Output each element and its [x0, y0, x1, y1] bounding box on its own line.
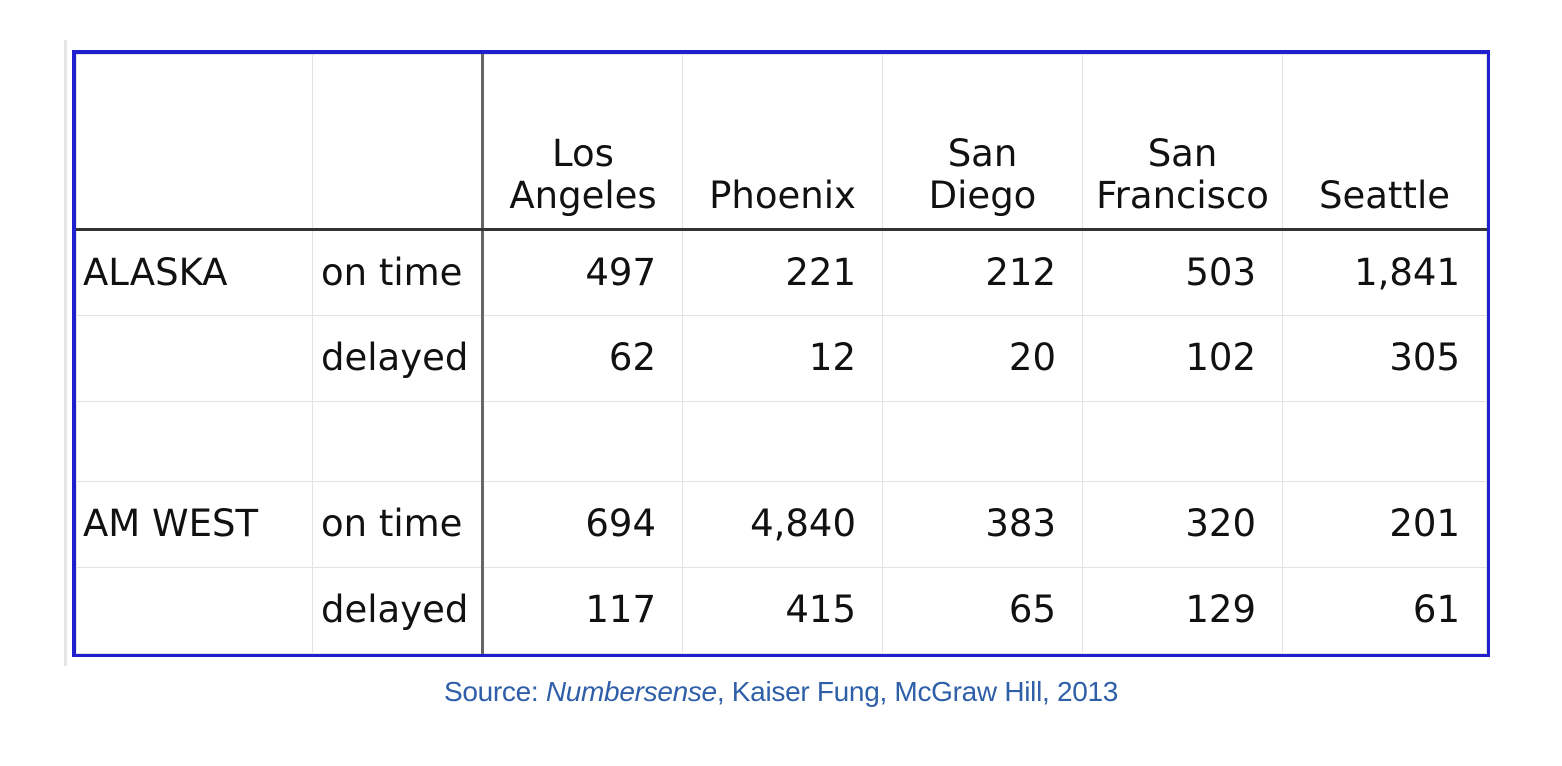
value-cell	[1282, 401, 1487, 482]
value-cell	[682, 401, 883, 482]
status-cell: delayed	[312, 567, 484, 654]
column-header-line: San	[947, 131, 1018, 175]
status-cell	[312, 401, 484, 482]
header-blank-airline	[76, 54, 313, 231]
column-header-line: Diego	[928, 174, 1037, 218]
column-header-los-angeles: Los Angeles	[482, 54, 683, 231]
value-cell: 212	[882, 229, 1083, 316]
value-cell: 129	[1082, 567, 1283, 654]
column-header-line: Seattle	[1319, 174, 1450, 218]
table-row: AM WEST on time 694 4,840 383 320 201	[76, 481, 1487, 568]
status-cell: on time	[312, 481, 484, 568]
value-cell: 61	[1282, 567, 1487, 654]
airline-cell: ALASKA	[76, 229, 313, 316]
value-cell: 102	[1082, 315, 1283, 402]
value-cell: 201	[1282, 481, 1487, 568]
value-cell: 320	[1082, 481, 1283, 568]
flight-delay-table: Los Angeles Phoenix San Diego San Franci…	[76, 54, 1487, 654]
value-cell: 117	[482, 567, 683, 654]
source-book-title: Numbersense	[545, 676, 717, 707]
column-header-line: Angeles	[509, 174, 657, 218]
table-row: ALASKA on time 497 221 212 503 1,841	[76, 229, 1487, 316]
table-frame: Los Angeles Phoenix San Diego San Franci…	[72, 50, 1490, 657]
value-cell: 62	[482, 315, 683, 402]
source-details: , Kaiser Fung, McGraw Hill, 2013	[716, 676, 1119, 707]
status-cell: on time	[312, 229, 484, 316]
value-cell	[1082, 401, 1283, 482]
value-cell: 694	[482, 481, 683, 568]
value-cell: 503	[1082, 229, 1283, 316]
airline-cell	[76, 315, 313, 402]
value-cell: 221	[682, 229, 883, 316]
airline-cell	[76, 401, 313, 482]
value-cell: 497	[482, 229, 683, 316]
value-cell: 305	[1282, 315, 1487, 402]
value-cell	[482, 401, 683, 482]
column-header-line: San	[1147, 131, 1218, 175]
airline-cell	[76, 567, 313, 654]
value-cell: 65	[882, 567, 1083, 654]
value-cell	[882, 401, 1083, 482]
source-prefix: Source:	[443, 676, 546, 707]
column-header-phoenix: Phoenix	[682, 54, 883, 231]
table-spacer-row	[76, 401, 1487, 482]
value-cell: 20	[882, 315, 1083, 402]
table-header-row: Los Angeles Phoenix San Diego San Franci…	[76, 54, 1487, 231]
table-row: delayed 62 12 20 102 305	[76, 315, 1487, 402]
value-cell: 415	[682, 567, 883, 654]
frame-shadow	[64, 40, 67, 666]
status-cell: delayed	[312, 315, 484, 402]
column-header-san-diego: San Diego	[882, 54, 1083, 231]
table-row: delayed 117 415 65 129 61	[76, 567, 1487, 654]
airline-cell: AM WEST	[76, 481, 313, 568]
value-cell: 1,841	[1282, 229, 1487, 316]
source-caption: Source: Numbersense, Kaiser Fung, McGraw…	[0, 676, 1562, 708]
column-header-san-francisco: San Francisco	[1082, 54, 1283, 231]
column-header-seattle: Seattle	[1282, 54, 1487, 231]
header-blank-status	[312, 54, 484, 231]
column-header-line: Los	[552, 131, 614, 175]
value-cell: 12	[682, 315, 883, 402]
column-header-line: Francisco	[1096, 174, 1269, 218]
value-cell: 4,840	[682, 481, 883, 568]
value-cell: 383	[882, 481, 1083, 568]
column-header-line: Phoenix	[709, 174, 856, 218]
